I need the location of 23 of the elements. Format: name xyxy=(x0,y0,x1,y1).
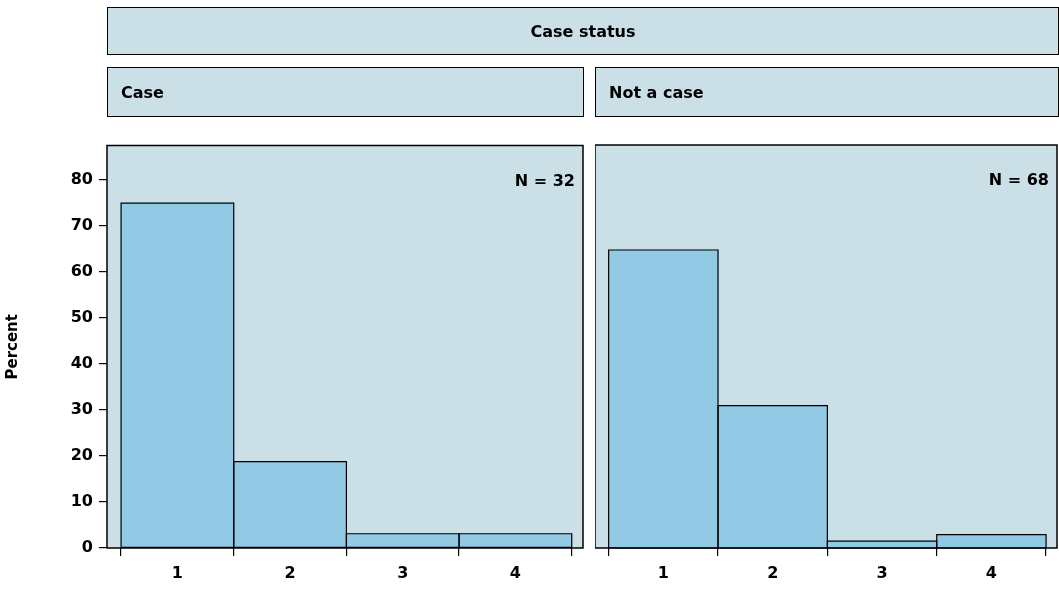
x-tick-label: 4 xyxy=(509,562,521,582)
chart-subtitle: Case xyxy=(107,67,584,117)
x-tick-label: 2 xyxy=(767,562,779,582)
x-tick-label: 1 xyxy=(171,562,183,582)
y-tick-label: 30 xyxy=(70,399,93,419)
y-tick-label: 60 xyxy=(70,261,93,281)
y-tick-label: 10 xyxy=(70,491,93,511)
annotation: N = 32 xyxy=(514,170,575,190)
y-tick-label: 70 xyxy=(70,215,93,235)
y-tick-label: 50 xyxy=(70,307,93,327)
y-axis-title: Percent xyxy=(2,314,21,380)
x-tick-label: 4 xyxy=(985,562,997,582)
x-tick-label: 3 xyxy=(876,562,888,582)
y-tick-label: 20 xyxy=(70,445,93,465)
y-tick-label: 80 xyxy=(70,169,93,189)
y-tick-label: 40 xyxy=(70,353,93,373)
y-tick-label: 0 xyxy=(81,537,93,557)
annotation: N = 68 xyxy=(988,170,1049,190)
x-tick-label: 3 xyxy=(397,562,409,582)
x-tick-label: 2 xyxy=(284,562,296,582)
chart-title: Case status xyxy=(107,7,1059,55)
x-tick-label: 1 xyxy=(657,562,669,582)
chart-subtitle: Not a case xyxy=(595,67,1059,117)
